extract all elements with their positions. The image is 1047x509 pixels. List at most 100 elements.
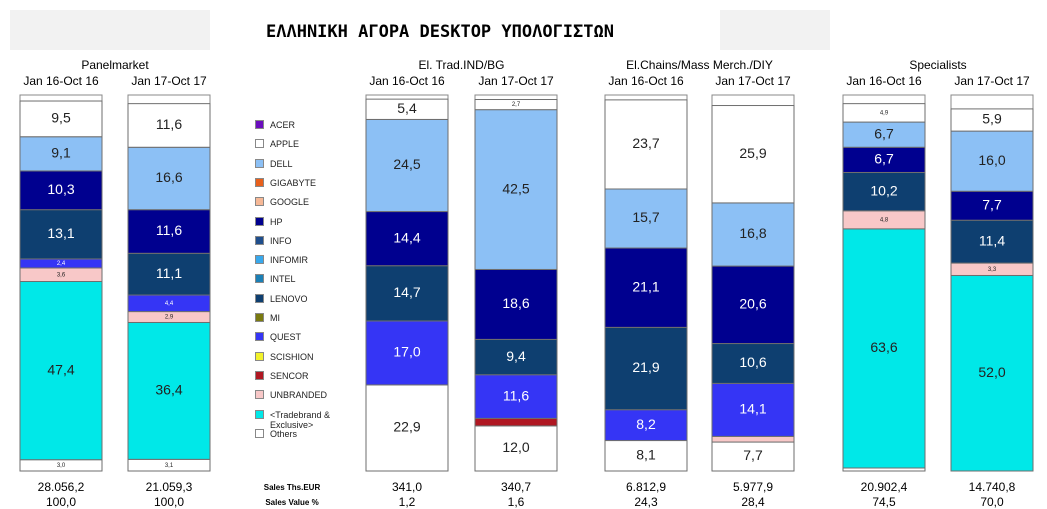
data-label: 13,1 xyxy=(47,225,74,241)
bar-segment xyxy=(950,108,1034,132)
legend-label: INTEL xyxy=(270,274,296,285)
legend-swatch xyxy=(255,370,264,380)
bar-segment xyxy=(19,209,103,260)
bar-segment xyxy=(604,247,688,328)
x-tick-label: Jan 17-Oct 17 xyxy=(715,74,791,88)
data-label: 11,1 xyxy=(156,265,182,281)
chart-title: ΕΛΛΗΝΙΚΗ ΑΓΟΡΑ DESKTOP ΥΠΟΛΟΓΙΣΤΩΝ xyxy=(266,22,614,42)
footer-cell: 74,5 xyxy=(872,495,896,509)
legend-swatch xyxy=(255,313,264,322)
legend-swatch xyxy=(255,274,264,284)
x-tick-label: Jan 17-Oct 17 xyxy=(954,74,1030,88)
x-tick-label: Jan 16-Oct 16 xyxy=(846,74,922,88)
bar-segment xyxy=(711,382,795,437)
bar-segment xyxy=(842,103,926,123)
bar-segment xyxy=(474,374,558,419)
footer-cell: 20.902,4 xyxy=(861,480,908,494)
data-label: 7,7 xyxy=(743,447,763,463)
data-label: 21,1 xyxy=(632,278,659,294)
footer-cell: 14.740,8 xyxy=(969,480,1016,494)
legend-swatch xyxy=(255,139,264,149)
data-label: 23,7 xyxy=(632,135,659,151)
data-label: 8,2 xyxy=(636,416,656,432)
bar-segment xyxy=(127,321,211,460)
data-label: 8,1 xyxy=(636,446,656,462)
legend-swatch xyxy=(255,293,264,303)
legend-label: HP xyxy=(270,216,283,227)
footer-cell: 24,3 xyxy=(634,495,658,509)
legend-swatch xyxy=(255,428,264,438)
title-band xyxy=(10,10,210,50)
x-tick-label: Jan 17-Oct 17 xyxy=(131,74,207,88)
bar-segment xyxy=(365,265,449,322)
legend-label: Others xyxy=(270,428,298,439)
bar-segment xyxy=(19,100,103,138)
data-label: 42,5 xyxy=(502,180,529,196)
x-tick-label: Jan 17-Oct 17 xyxy=(478,74,554,88)
data-label: 10,3 xyxy=(47,181,74,197)
bar-segment xyxy=(950,274,1034,472)
legend-swatch xyxy=(255,351,264,361)
data-label: 52,0 xyxy=(978,364,1005,380)
data-label: 25,9 xyxy=(739,145,766,161)
data-label: 10,2 xyxy=(870,182,897,198)
bar-segment xyxy=(604,440,688,472)
data-label: 12,0 xyxy=(502,439,529,455)
footer-cell: 100,0 xyxy=(46,495,76,509)
bar-segment xyxy=(950,219,1034,264)
legend-swatch xyxy=(255,177,264,187)
data-label: 17,0 xyxy=(393,344,420,360)
data-label: 14,7 xyxy=(393,284,420,300)
data-label: 6,7 xyxy=(874,125,894,141)
data-label: 16,0 xyxy=(978,152,1005,168)
data-label: 11,6 xyxy=(156,222,182,238)
data-label: 6,7 xyxy=(874,151,894,167)
data-label: 63,6 xyxy=(870,339,897,355)
bar-segment xyxy=(365,118,449,213)
bar-segment xyxy=(842,146,926,173)
legend-swatch xyxy=(255,158,264,168)
bar-segment xyxy=(842,171,926,212)
data-label: 2,4 xyxy=(57,261,66,267)
footer-cell: 1,2 xyxy=(399,495,416,509)
bar-segment xyxy=(474,268,558,340)
data-label: 5,9 xyxy=(982,111,1002,127)
legend-label: GOOGLE xyxy=(270,197,310,208)
data-label: 16,6 xyxy=(155,169,182,185)
data-label: 20,6 xyxy=(739,296,766,312)
legend-label: MI xyxy=(270,313,280,323)
x-tick-label: Jan 16-Oct 16 xyxy=(23,74,99,88)
bar-segment xyxy=(711,435,795,443)
legend-swatch xyxy=(255,197,264,207)
title-band xyxy=(720,10,830,50)
legend-swatch xyxy=(255,390,264,400)
footer-cell: 341,0 xyxy=(392,480,422,494)
legend-label: GIGABYTE xyxy=(270,177,317,188)
data-label: 7,7 xyxy=(982,196,1002,212)
data-label: 11,6 xyxy=(156,116,182,132)
legend-swatch xyxy=(255,216,264,226)
legend-label: SCISHION xyxy=(270,351,314,362)
data-label: 24,5 xyxy=(393,156,420,172)
data-label: 16,8 xyxy=(739,225,766,241)
data-label: 22,9 xyxy=(393,419,420,435)
footer-cell: 28,4 xyxy=(741,495,765,509)
bar-segment xyxy=(950,190,1034,221)
data-label: 3,6 xyxy=(57,272,66,278)
legend-label: LENOVO xyxy=(270,293,308,304)
legend-label: APPLE xyxy=(270,139,300,150)
bar-segment xyxy=(474,425,558,472)
footer-cell: 100,0 xyxy=(154,495,184,509)
data-label: 9,4 xyxy=(506,348,526,364)
legend-label: INFOMIR xyxy=(270,255,308,266)
bar-segment xyxy=(474,338,558,376)
legend-label: <Tradebrand & Exclusive> xyxy=(270,409,330,430)
bar-segment xyxy=(19,136,103,172)
x-tick-label: Jan 16-Oct 16 xyxy=(369,74,445,88)
group-label: Panelmarket xyxy=(81,58,149,72)
bar-segment xyxy=(474,99,558,111)
legend-swatch xyxy=(255,409,264,419)
data-label: 14,4 xyxy=(393,229,420,245)
legend-label: ACER xyxy=(270,120,296,130)
